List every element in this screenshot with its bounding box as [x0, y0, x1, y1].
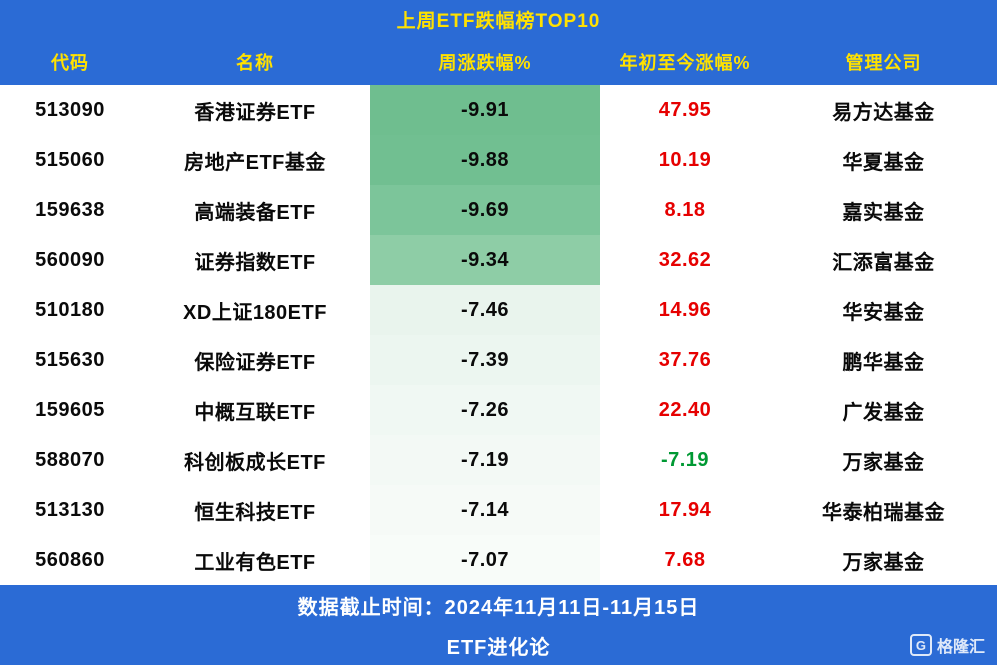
table-row: 515630 保险证券ETF -7.39 37.76 鹏华基金 — [0, 335, 997, 385]
table-row: 560860 工业有色ETF -7.07 7.68 万家基金 — [0, 535, 997, 585]
company-cell: 万家基金 — [842, 451, 925, 474]
column-header: 代码 — [51, 52, 89, 73]
code-cell: 515060 — [35, 148, 105, 171]
company-cell: 万家基金 — [842, 551, 925, 574]
ytd-change-cell: 37.76 — [658, 348, 712, 371]
company-cell: 易方达基金 — [832, 101, 935, 124]
weekly-change-cell: -9.69 — [370, 185, 600, 235]
code-cell: 510180 — [35, 298, 105, 321]
weekly-change-cell: -9.88 — [370, 135, 600, 185]
company-cell: 华夏基金 — [842, 151, 925, 174]
column-header: 管理公司 — [845, 52, 922, 73]
name-cell: 房地产ETF基金 — [184, 151, 326, 174]
name-cell: 恒生科技ETF — [194, 501, 316, 524]
page-title: 上周ETF跌幅榜TOP10 — [396, 10, 601, 32]
table-body: 513090 香港证券ETF -9.91 47.95 易方达基金 515060 房地产ETF… — [0, 85, 997, 585]
column-header: 名称 — [236, 52, 274, 73]
name-cell: XD上证180ETF — [183, 301, 327, 324]
weekly-change-cell: -7.46 — [370, 285, 600, 335]
gelonghui-logo: G 格隆汇 — [909, 633, 985, 657]
weekly-change-cell: -7.14 — [370, 485, 600, 535]
ytd-change-cell: 22.40 — [658, 398, 712, 421]
name-cell: 证券指数ETF — [194, 251, 316, 274]
company-cell: 嘉实基金 — [842, 201, 925, 224]
footer: 数据截止时间：2024年11月11日-11月15日 ETF进化论 G 格隆汇 — [0, 585, 997, 665]
table-row: 513090 香港证券ETF -9.91 47.95 易方达基金 — [0, 85, 997, 135]
code-cell: 560860 — [35, 548, 105, 571]
weekly-change-cell: -7.26 — [370, 385, 600, 435]
company-cell: 华安基金 — [842, 301, 925, 324]
ytd-change-cell: 10.19 — [658, 148, 712, 171]
table-row: 515060 房地产ETF基金 -9.88 10.19 华夏基金 — [0, 135, 997, 185]
name-cell: 工业有色ETF — [194, 551, 316, 574]
code-cell: 515630 — [35, 348, 105, 371]
table-title-bar: 上周ETF跌幅榜TOP10 — [0, 0, 997, 38]
weekly-change-cell: -9.34 — [370, 235, 600, 285]
gelonghui-g-icon: G — [909, 634, 932, 656]
company-cell: 汇添富基金 — [832, 251, 935, 274]
code-cell: 159605 — [35, 398, 105, 421]
table-row: 159605 中概互联ETF -7.26 22.40 广发基金 — [0, 385, 997, 435]
code-cell: 513090 — [35, 98, 105, 121]
code-cell: 513130 — [35, 498, 105, 521]
weekly-change-cell: -9.91 — [370, 85, 600, 135]
table-row: 513130 恒生科技ETF -7.14 17.94 华泰柏瑞基金 — [0, 485, 997, 535]
ytd-change-cell: 17.94 — [658, 498, 712, 521]
column-header: 周涨跌幅% — [438, 52, 532, 73]
company-cell: 华泰柏瑞基金 — [822, 501, 945, 524]
name-cell: 科创板成长ETF — [184, 451, 326, 474]
name-cell: 高端装备ETF — [194, 201, 316, 224]
table-row: 588070 科创板成长ETF -7.19 -7.19 万家基金 — [0, 435, 997, 485]
company-cell: 广发基金 — [842, 401, 925, 424]
weekly-change-cell: -7.39 — [370, 335, 600, 385]
table-row: 159638 高端装备ETF -9.69 8.18 嘉实基金 — [0, 185, 997, 235]
gelonghui-logo-text: 格隆汇 — [936, 639, 985, 656]
company-cell: 鹏华基金 — [842, 351, 925, 374]
ytd-change-cell: -7.19 — [660, 448, 710, 471]
ytd-change-cell: 7.68 — [664, 548, 706, 571]
ytd-change-cell: 14.96 — [658, 298, 712, 321]
ytd-change-cell: 47.95 — [658, 98, 712, 121]
ytd-change-cell: 32.62 — [658, 248, 712, 271]
weekly-change-cell: -7.07 — [370, 535, 600, 585]
name-cell: 香港证券ETF — [194, 101, 316, 124]
ytd-change-cell: 8.18 — [664, 198, 706, 221]
weekly-change-cell: -7.19 — [370, 435, 600, 485]
data-cutoff-note: 数据截止时间：2024年11月11日-11月15日 — [297, 596, 700, 619]
column-header: 年初至今涨幅% — [619, 52, 751, 73]
source-name: ETF进化论 — [446, 636, 551, 659]
code-cell: 588070 — [35, 448, 105, 471]
table-row: 560090 证券指数ETF -9.34 32.62 汇添富基金 — [0, 235, 997, 285]
code-cell: 560090 — [35, 248, 105, 271]
name-cell: 保险证券ETF — [194, 351, 316, 374]
code-cell: 159638 — [35, 198, 105, 221]
name-cell: 中概互联ETF — [194, 401, 316, 424]
table-row: 510180 XD上证180ETF -7.46 14.96 华安基金 — [0, 285, 997, 335]
column-headers: 代码 名称 周涨跌幅% 年初至今涨幅% 管理公司 — [0, 38, 997, 85]
